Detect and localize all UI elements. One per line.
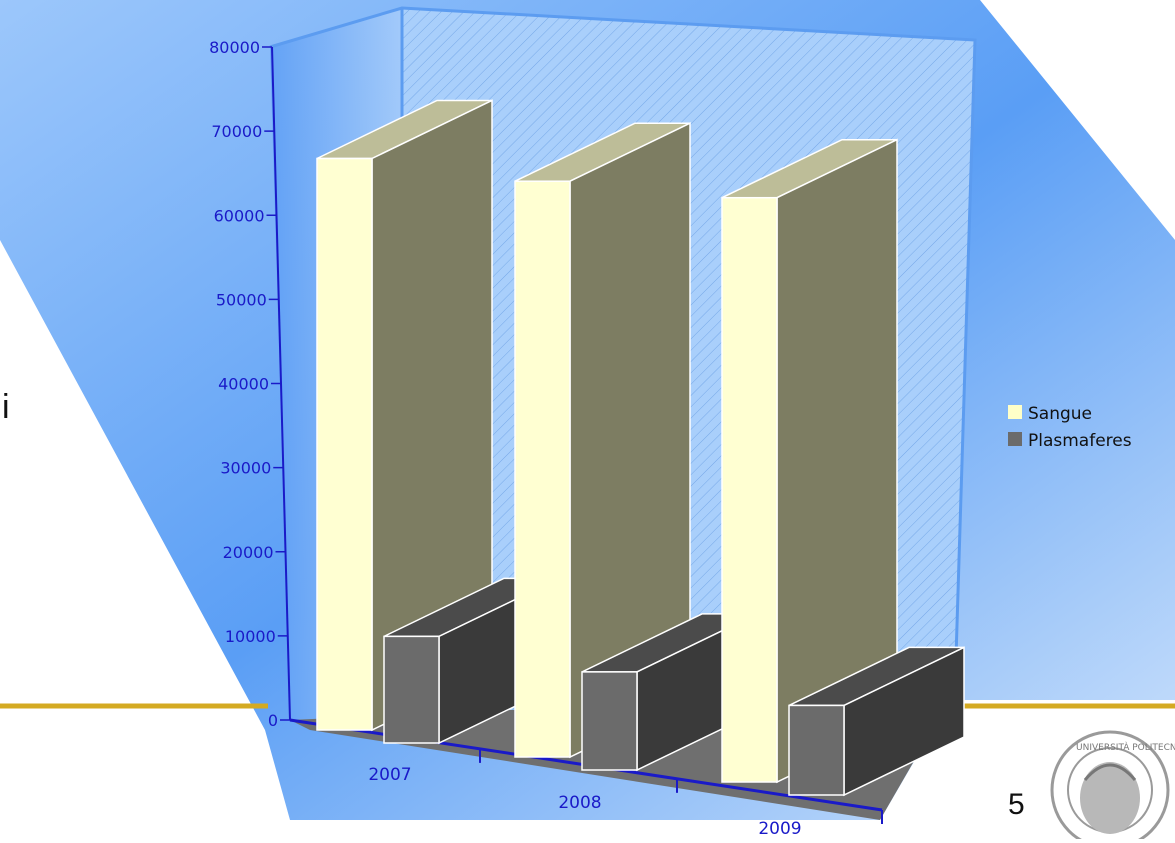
y-tick-label: 30000	[220, 459, 271, 478]
back-wall-edge	[269, 6, 977, 691]
y-tick-label: 40000	[218, 375, 269, 394]
bar-plasmaferes-2008-front	[581, 671, 638, 771]
legend-swatch-sangue	[1008, 405, 1022, 419]
legend-label-sangue: Sangue	[1028, 404, 1092, 424]
legend: Sangue Plasmaferes	[1008, 404, 1132, 451]
x-category-label: 2009	[758, 819, 801, 839]
bar-sangue-2007-front	[316, 157, 373, 731]
svg-text:UNIVERSITÀ POLITECNICA: UNIVERSITÀ POLITECNICA	[1076, 741, 1175, 753]
bar-sangue-2009-front	[721, 196, 778, 783]
bar-plasmaferes-2009-front	[788, 704, 845, 796]
bar-plasmaferes-2007-front	[383, 635, 440, 744]
y-tick-label: 20000	[223, 543, 274, 562]
y-tick-label: 50000	[216, 290, 267, 309]
y-tick-label: 80000	[209, 38, 260, 57]
y-tick-label: 10000	[225, 627, 276, 646]
university-seal-logo: UNIVERSITÀ POLITECNICA	[1050, 730, 1175, 843]
x-category-label: 2007	[368, 765, 411, 785]
bars	[316, 99, 965, 797]
y-tick-label: 0	[268, 711, 278, 730]
y-tick-label: 60000	[214, 206, 265, 225]
y-tick-label: 70000	[211, 122, 262, 141]
category-labels: 2007 2008 2009	[368, 748, 883, 839]
slide-text-fragment: i	[2, 388, 10, 426]
page-number: 5	[1008, 788, 1025, 821]
legend-swatch-plasmaferes	[1008, 432, 1022, 446]
legend-label-plasmaferes: Plasmaferes	[1028, 431, 1132, 451]
x-category-label: 2008	[558, 793, 601, 813]
bar-sangue-2008-front	[514, 180, 571, 758]
